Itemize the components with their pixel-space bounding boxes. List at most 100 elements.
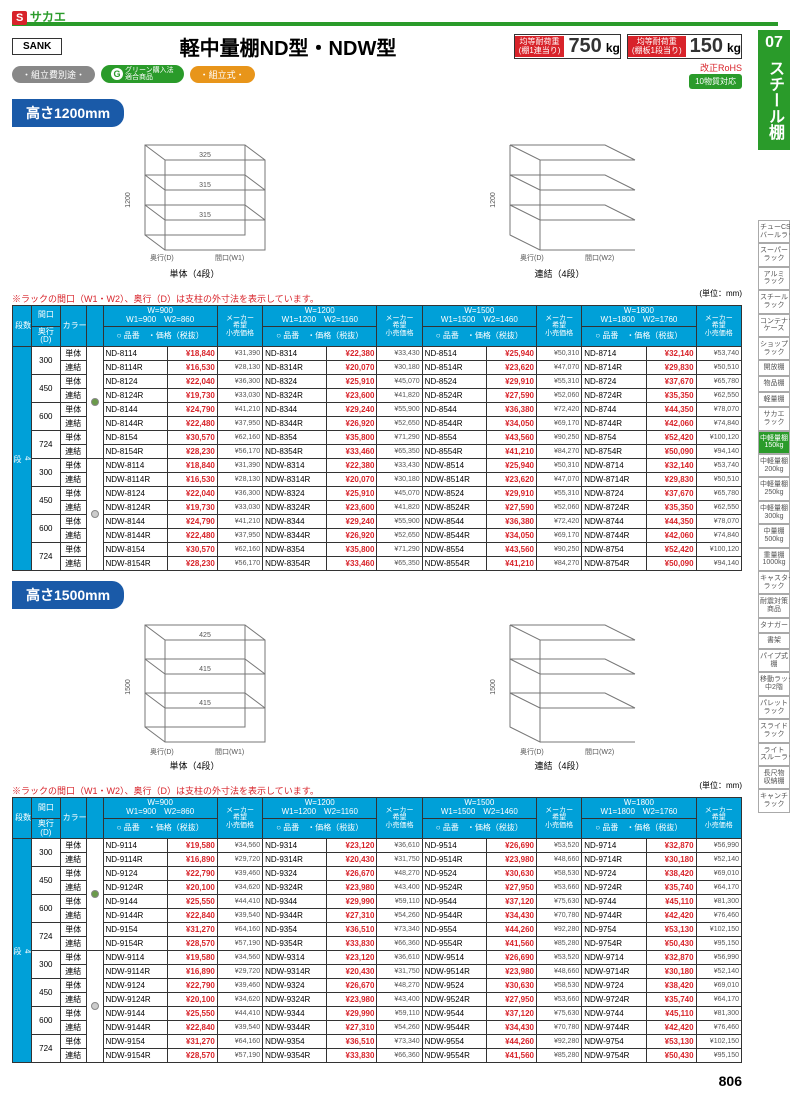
th-msrp: メーカー 希望 小売価格 — [537, 798, 582, 839]
td-code: NDW-8714 — [582, 459, 646, 473]
td-type: 単体 — [60, 867, 86, 881]
td-price: ¥23,600 — [327, 501, 377, 515]
th-tier: 段数 — [13, 798, 32, 839]
td-code: NDW-8744 — [582, 515, 646, 529]
td-price: ¥23,600 — [327, 389, 377, 403]
td-price: ¥36,510 — [327, 923, 377, 937]
logo-s-badge: S — [12, 11, 27, 25]
side-index-item: 重量棚 1000kg — [758, 548, 790, 571]
td-price: ¥41,560 — [486, 1049, 536, 1063]
td-msrp: ¥65,780 — [696, 375, 741, 389]
td-code: ND-9554 — [422, 923, 486, 937]
td-depth: 300 — [32, 347, 61, 375]
td-code: NDW-8314R — [263, 473, 327, 487]
td-price: ¥32,870 — [646, 951, 696, 965]
td-price: ¥25,910 — [327, 487, 377, 501]
td-price: ¥27,950 — [486, 993, 536, 1007]
td-code: NDW-9754R — [582, 1049, 646, 1063]
td-price: ¥32,870 — [646, 839, 696, 853]
td-msrp: ¥102,150 — [696, 1035, 741, 1049]
td-price: ¥31,270 — [167, 1035, 217, 1049]
td-msrp: ¥64,170 — [696, 881, 741, 895]
td-msrp: ¥62,160 — [217, 431, 262, 445]
td-code: ND-8744R — [582, 417, 646, 431]
td-price: ¥25,910 — [327, 375, 377, 389]
td-msrp: ¥62,550 — [696, 501, 741, 515]
td-price: ¥23,980 — [327, 881, 377, 895]
td-msrp: ¥73,340 — [377, 1035, 422, 1049]
th-msrp: メーカー 希望 小売価格 — [377, 798, 422, 839]
side-index-item: アルミ ラック — [758, 267, 790, 290]
td-msrp: ¥69,010 — [696, 867, 741, 881]
td-price: ¥26,670 — [327, 867, 377, 881]
td-depth: 724 — [32, 543, 61, 571]
td-price: ¥22,480 — [167, 529, 217, 543]
td-code: NDW-8324 — [263, 487, 327, 501]
td-price: ¥29,240 — [327, 403, 377, 417]
td-price: ¥44,350 — [646, 403, 696, 417]
td-price: ¥20,430 — [327, 965, 377, 979]
td-msrp: ¥39,540 — [217, 1021, 262, 1035]
td-code: ND-8514 — [422, 347, 486, 361]
td-msrp: ¥76,460 — [696, 1021, 741, 1035]
td-msrp: ¥34,560 — [217, 951, 262, 965]
td-code: ND-9754 — [582, 923, 646, 937]
td-msrp: ¥41,820 — [377, 389, 422, 403]
th-width: 間口 — [32, 798, 61, 819]
td-code: ND-8754 — [582, 431, 646, 445]
td-msrp: ¥94,140 — [696, 445, 741, 459]
td-depth: 724 — [32, 1035, 61, 1063]
td-code: ND-9154 — [103, 923, 167, 937]
td-price: ¥33,830 — [327, 937, 377, 951]
td-price: ¥41,210 — [486, 557, 536, 571]
svg-text:315: 315 — [199, 182, 211, 189]
td-msrp: ¥28,130 — [217, 361, 262, 375]
td-code: ND-9154R — [103, 937, 167, 951]
th-wgroup: W=1800W1=1800 W2=1760 — [582, 306, 696, 327]
td-msrp: ¥36,610 — [377, 951, 422, 965]
td-code: NDW-9544 — [422, 1007, 486, 1021]
td-msrp: ¥59,110 — [377, 895, 422, 909]
diagram-join-1200: 1200 奥行(D) 間口(W2) 連結（4段） — [470, 135, 650, 280]
td-msrp: ¥55,310 — [537, 375, 582, 389]
td-code: ND-9744R — [582, 909, 646, 923]
td-msrp: ¥33,430 — [377, 459, 422, 473]
td-msrp: ¥41,210 — [217, 515, 262, 529]
td-msrp: ¥45,070 — [377, 487, 422, 501]
td-price: ¥26,690 — [486, 839, 536, 853]
td-price: ¥18,840 — [167, 459, 217, 473]
svg-text:315: 315 — [199, 212, 211, 219]
td-type: 単体 — [60, 1007, 86, 1021]
td-msrp: ¥95,150 — [696, 937, 741, 951]
td-code: ND-8724R — [582, 389, 646, 403]
table-note: ※ラックの間口（W1・W2）、奥行（D）は支柱の外寸法を表示しています。 — [12, 292, 319, 305]
td-code: ND-9524R — [422, 881, 486, 895]
side-index-item: 軽量棚 — [758, 392, 790, 408]
side-index-item: 開放棚 — [758, 360, 790, 376]
th-wgroup: W=1800W1=1800 W2=1760 — [582, 798, 696, 819]
td-code: NDW-9344R — [263, 1021, 327, 1035]
td-msrp: ¥92,280 — [537, 923, 582, 937]
td-price: ¥35,740 — [646, 993, 696, 1007]
td-code: NDW-9724R — [582, 993, 646, 1007]
td-code: ND-9714R — [582, 853, 646, 867]
td-price: ¥18,840 — [167, 347, 217, 361]
td-code: NDW-9544R — [422, 1021, 486, 1035]
td-price: ¥23,120 — [327, 839, 377, 853]
td-msrp: ¥30,180 — [377, 473, 422, 487]
side-index-item: 移動ラック・ 中2階 — [758, 672, 790, 695]
td-msrp: ¥29,720 — [217, 965, 262, 979]
th-depth: 奥行 (D) — [32, 326, 61, 347]
td-code: ND-8344R — [263, 417, 327, 431]
td-code: ND-9714 — [582, 839, 646, 853]
td-price: ¥35,350 — [646, 501, 696, 515]
td-price: ¥30,570 — [167, 431, 217, 445]
td-type: 連結 — [60, 853, 86, 867]
td-price: ¥41,210 — [486, 445, 536, 459]
pill-assembly-type: ・組立式・ — [190, 66, 255, 83]
td-msrp: ¥48,660 — [537, 965, 582, 979]
td-msrp: ¥54,260 — [377, 1021, 422, 1035]
td-msrp: ¥71,290 — [377, 543, 422, 557]
th-tier: 段数 — [13, 306, 32, 347]
td-price: ¥22,380 — [327, 347, 377, 361]
